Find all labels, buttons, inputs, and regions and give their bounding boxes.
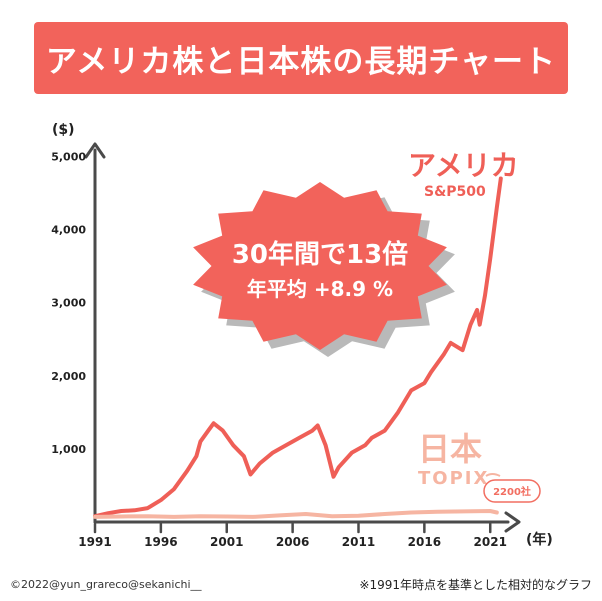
credit-text: ©2022@yun_grareco@sekanichi__	[10, 578, 202, 591]
us-index-label: S&P500	[424, 184, 486, 200]
x-axis-label: (年)	[526, 531, 553, 548]
us-sp500-line	[93, 176, 503, 519]
jp-name-label: 日本	[418, 430, 482, 468]
callout-line-2: 年平均 +8.9 %	[247, 277, 393, 301]
x-tick-label: 2006	[276, 535, 309, 549]
x-tick-label: 2001	[210, 535, 243, 549]
y-tick-label: 2,000	[51, 370, 86, 383]
title-banner: アメリカ株と日本株の長期チャート	[34, 22, 568, 94]
y-axis-arrow	[84, 142, 106, 159]
y-tick-label: 5,000	[51, 151, 86, 164]
y-tick-label: 3,000	[51, 297, 86, 310]
us-name-label: アメリカ	[408, 149, 519, 182]
x-tick-label: 2021	[474, 535, 507, 549]
footnote-text: ※1991年時点を基準とした相対的なグラフ	[359, 578, 592, 592]
x-tick-label: 1996	[144, 535, 177, 549]
jp-badge-pointer	[485, 473, 501, 477]
x-tick-label: 1991	[78, 535, 111, 549]
jp-index-label: TOPIX	[418, 468, 489, 489]
chart-title: アメリカ株と日本株の長期チャート	[45, 43, 557, 80]
callout-burst	[193, 182, 447, 350]
jp-topix-line	[93, 509, 499, 519]
y-tick-label: 4,000	[51, 224, 86, 237]
y-axis-label: ($)	[52, 122, 75, 138]
x-tick-label: 2016	[408, 535, 441, 549]
x-axis-arrow	[504, 511, 521, 533]
y-tick-label: 1,000	[51, 443, 86, 456]
jp-badge-outline	[483, 479, 541, 503]
jp-badge-label: 2200社	[493, 485, 531, 498]
x-tick-label: 2011	[342, 535, 375, 549]
callout-line-1: 30年間で13倍	[232, 239, 408, 270]
